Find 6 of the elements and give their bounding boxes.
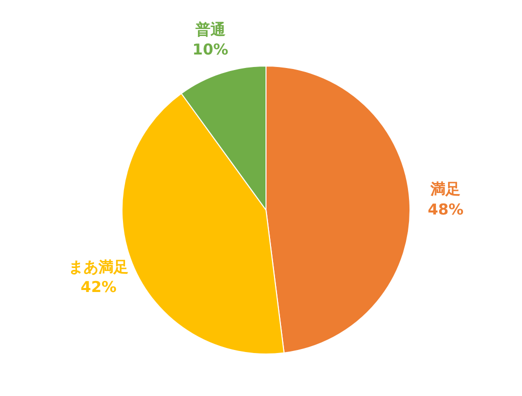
data-label: 48% — [428, 200, 464, 218]
slice-label: 満足 — [430, 180, 461, 198]
slice-label: 普通 — [194, 20, 226, 38]
slice-label: まあ満足 — [68, 258, 129, 276]
data-label: 10% — [192, 40, 228, 59]
data-label: 42% — [80, 278, 117, 296]
